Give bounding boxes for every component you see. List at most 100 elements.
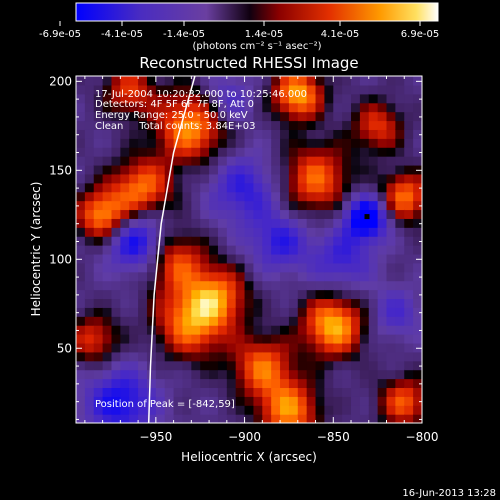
heatmap-cell	[395, 138, 405, 148]
heatmap-cell	[413, 405, 422, 415]
heatmap-cell	[164, 120, 175, 130]
heatmap-cell	[182, 191, 192, 202]
heatmap-cell	[138, 253, 148, 264]
heatmap-cell	[146, 111, 157, 122]
heatmap-cell	[404, 262, 414, 273]
heatmap-cell	[120, 120, 130, 130]
heatmap-cell	[173, 156, 184, 166]
heatmap-cell	[351, 271, 361, 282]
heatmap-cell	[84, 227, 95, 237]
heatmap-cell	[359, 289, 370, 300]
heatmap-cell	[297, 245, 308, 255]
heatmap-cell	[173, 253, 184, 264]
colorbar-tick-label: 4.1e-05	[321, 29, 359, 40]
heatmap-cell	[377, 245, 388, 255]
heatmap-cell	[120, 351, 130, 362]
heatmap-cell	[386, 369, 396, 380]
heatmap-cell	[129, 360, 139, 371]
heatmap-cell	[324, 316, 334, 326]
heatmap-cell	[146, 182, 157, 193]
heatmap-cell	[359, 342, 370, 353]
heatmap-cell	[226, 360, 237, 371]
heatmap-cell	[209, 342, 219, 353]
heatmap-cell	[297, 84, 308, 95]
heatmap-cell	[280, 191, 290, 202]
heatmap-cell	[138, 289, 148, 300]
heatmap-cell	[102, 289, 113, 300]
y-tick-label: 200	[49, 74, 72, 88]
heatmap-cell	[209, 147, 219, 157]
heatmap-cell	[120, 164, 130, 175]
heatmap-cell	[253, 342, 263, 353]
heatmap-cell	[404, 102, 414, 113]
heatmap-cell	[351, 84, 361, 95]
heatmap-cell	[288, 138, 299, 148]
heatmap-cell	[120, 76, 130, 86]
heatmap-cell	[297, 164, 308, 175]
heatmap-cell	[235, 271, 246, 282]
heatmap-cell	[244, 191, 255, 202]
heatmap-cell	[102, 396, 113, 406]
heatmap-cell	[280, 316, 290, 326]
heatmap-cell	[226, 262, 237, 273]
heatmap-cell	[235, 414, 246, 423]
heatmap-cell	[155, 280, 166, 291]
heatmap-cell	[209, 191, 219, 202]
heatmap-cell	[377, 342, 388, 353]
heatmap-cell	[191, 334, 201, 344]
heatmap-cell	[111, 342, 121, 353]
heatmap-cell	[280, 138, 290, 148]
heatmap-cell	[333, 129, 343, 139]
heatmap-cell	[129, 76, 139, 86]
heatmap-cell	[102, 111, 113, 122]
heatmap-cell	[280, 120, 290, 130]
heatmap-cell	[182, 271, 192, 282]
heatmap-cell	[191, 191, 201, 202]
heatmap-cell	[200, 351, 210, 362]
heatmap-cell	[271, 191, 281, 202]
heatmap-cell	[315, 111, 326, 122]
heatmap-cell	[377, 209, 388, 219]
heatmap-cell	[93, 84, 104, 95]
heatmap-cell	[351, 378, 361, 389]
heatmap-cell	[93, 351, 104, 362]
heatmap-cell	[386, 209, 396, 219]
heatmap-cell	[404, 414, 414, 423]
heatmap-cell	[324, 405, 334, 415]
heatmap-cell	[191, 325, 201, 335]
heatmap-cell	[102, 280, 113, 291]
heatmap-cell	[200, 342, 210, 353]
heatmap-cell	[324, 351, 334, 362]
heatmap-cell	[288, 369, 299, 380]
heatmap-cell	[191, 369, 201, 380]
heatmap-cell	[235, 156, 246, 166]
heatmap-cell	[404, 209, 414, 219]
heatmap-cell	[129, 307, 139, 317]
heatmap-cell	[200, 218, 210, 228]
heatmap-cell	[120, 102, 130, 113]
heatmap-cell	[173, 120, 184, 130]
heatmap-cell	[306, 262, 317, 273]
heatmap-cell	[351, 191, 361, 202]
heatmap-cell	[315, 191, 326, 202]
heatmap-cell	[155, 396, 166, 406]
heatmap-cell	[217, 227, 228, 237]
heatmap-cell	[155, 307, 166, 317]
heatmap-cell	[235, 405, 246, 415]
heatmap-cell	[111, 316, 121, 326]
heatmap-cell	[244, 325, 255, 335]
heatmap-cell	[102, 76, 113, 86]
heatmap-cell	[244, 396, 255, 406]
heatmap-cell	[200, 405, 210, 415]
heatmap-cell	[359, 191, 370, 202]
heatmap-cell	[288, 111, 299, 122]
heatmap-cell	[76, 307, 86, 317]
heatmap-cell	[288, 325, 299, 335]
heatmap-cell	[138, 164, 148, 175]
heatmap-cell	[333, 84, 343, 95]
heatmap-cell	[129, 298, 139, 308]
heatmap-cell	[288, 227, 299, 237]
heatmap-cell	[271, 102, 281, 113]
heatmap-cell	[262, 271, 272, 282]
heatmap-cell	[173, 280, 184, 291]
